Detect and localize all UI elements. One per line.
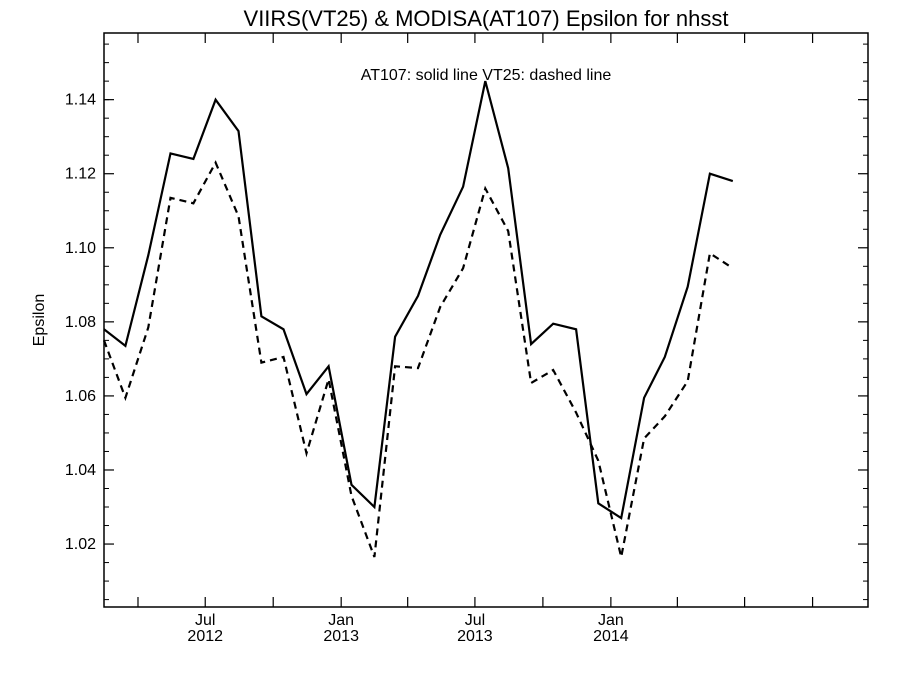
- y-tick-label: 1.10: [65, 240, 96, 257]
- x-tick-year-label: 2013: [323, 628, 359, 645]
- y-tick-label: 1.12: [65, 166, 96, 183]
- x-tick-year-label: 2012: [187, 628, 223, 645]
- y-tick-label: 1.06: [65, 388, 96, 405]
- y-axis-label: Epsilon: [31, 294, 48, 346]
- y-tick-label: 1.04: [65, 462, 96, 479]
- x-tick-month-label: Jul: [465, 612, 485, 629]
- x-tick-month-label: Jan: [598, 612, 624, 629]
- axis-ticks: 1.021.041.061.081.101.121.14Jul2012Jan20…: [65, 33, 868, 645]
- series-line-vt25: [102, 160, 734, 558]
- x-tick-year-label: 2014: [593, 628, 629, 645]
- x-tick-month-label: Jul: [195, 612, 215, 629]
- x-tick-year-label: 2013: [457, 628, 493, 645]
- series-annotation: AT107: solid line VT25: dashed line: [361, 67, 612, 84]
- series-layer: [102, 80, 734, 558]
- y-tick-label: 1.14: [65, 92, 96, 109]
- y-tick-label: 1.02: [65, 536, 96, 553]
- series-line-at107: [103, 80, 734, 520]
- y-tick-label: 1.08: [65, 314, 96, 331]
- chart-title: VIIRS(VT25) & MODISA(AT107) Epsilon for …: [244, 6, 729, 31]
- x-tick-month-label: Jan: [328, 612, 354, 629]
- plot-frame: [103, 32, 869, 608]
